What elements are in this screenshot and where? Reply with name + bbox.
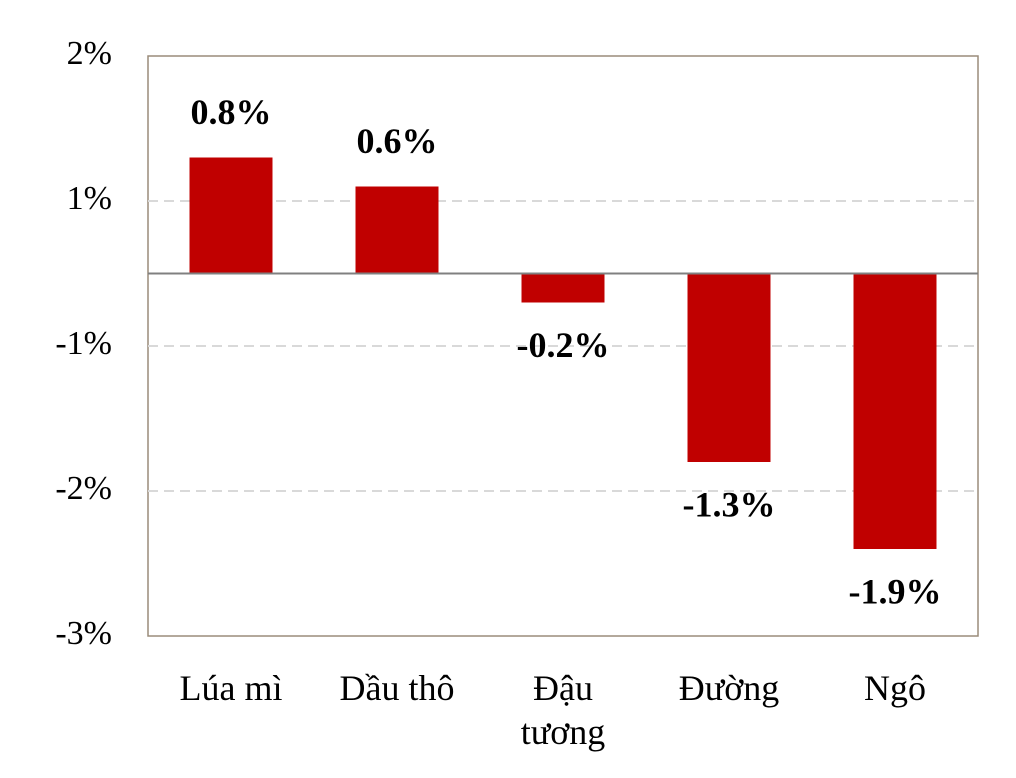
y-tick-label: 2% — [67, 35, 112, 72]
bar — [853, 273, 937, 549]
x-tick-label: Ngô — [864, 668, 926, 708]
bar — [189, 157, 273, 274]
bar — [521, 273, 605, 303]
bar — [687, 273, 771, 462]
y-tick-label: -3% — [55, 615, 112, 652]
x-tick-label: Đường — [678, 668, 780, 708]
x-tick-label: Lúa mì — [179, 668, 283, 708]
data-label: 0.6% — [357, 121, 438, 161]
x-tick-label: Đậu tương — [520, 668, 606, 752]
data-label: -0.2% — [517, 325, 610, 365]
data-label: 0.8% — [191, 92, 272, 132]
data-label: -1.3% — [683, 484, 776, 524]
y-tick-label: 1% — [67, 180, 112, 217]
bar — [355, 186, 439, 274]
y-tick-label: -2% — [55, 470, 112, 507]
data-label: -1.9% — [849, 571, 942, 611]
x-tick-label: Dầu thô — [339, 668, 455, 708]
y-tick-label: -1% — [55, 325, 112, 362]
